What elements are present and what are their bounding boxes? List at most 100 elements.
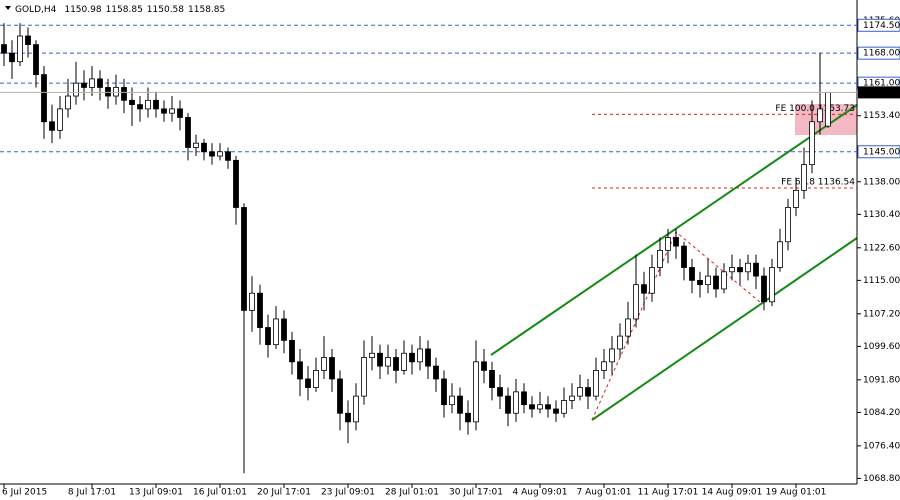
candle-body [497,387,503,397]
candle-body [281,318,287,341]
candle-body [425,348,431,367]
candle-body [697,279,703,286]
candle-body [257,292,263,328]
candle-body [113,87,119,97]
x-tick-label: 28 Jul 01:01 [385,488,439,498]
candle-body [145,99,151,110]
candle-body [521,391,527,406]
candle-body [177,108,183,118]
candle-body [809,121,815,166]
candle-body [241,207,247,311]
x-tick-label: 16 Jul 01:01 [193,488,247,498]
candle-body [649,267,655,294]
y-tick-label: 1153.40 [863,111,900,121]
price-label: 1174.50 [863,21,900,31]
candle-body [769,267,775,303]
y-tick-label: 1076.40 [863,441,900,451]
x-tick-label: 30 Jul 17:01 [449,488,503,498]
candle-body [449,395,455,406]
candle-body [353,395,359,423]
candle-body [361,357,367,397]
candle-body [201,142,207,153]
x-tick-label: 13 Jul 09:01 [129,488,183,498]
channel-upper [490,104,858,356]
candle-body [369,352,375,358]
candle-body [137,104,143,110]
candle-body [473,361,479,423]
candle-body [1,44,7,54]
candle-body [713,275,719,290]
candle-body [817,108,823,123]
candle-body [97,78,103,88]
header: GOLD,H4 1150.98 1158.85 1150.58 1158.85 [15,5,225,15]
candle-body [313,369,319,388]
candle-body [209,151,215,157]
candle-body [441,378,447,406]
price-label: 1168.00 [863,49,900,59]
candle-body [577,387,583,397]
candle-body [489,369,495,388]
candle-body [153,99,159,110]
candle-body [297,361,303,380]
candle-body [537,404,543,410]
x-tick-label: 20 Jul 17:01 [257,488,311,498]
candle-body [561,400,567,414]
candle-body [105,87,111,97]
candle-body [625,318,631,337]
candle-body [593,369,599,397]
candle-body [601,361,607,371]
candle-body [393,357,399,371]
candle-body [457,395,463,414]
candle-body [513,391,519,414]
candle-body [673,237,679,247]
y-tick-label: 1091.80 [863,375,900,385]
candle-body [193,142,199,148]
candle-body [385,357,391,367]
menu-arrow [5,6,11,10]
header-value: 1158.85 [106,5,143,15]
candle-body [609,348,615,363]
symbol: GOLD,H4 [15,5,57,15]
candle-body [569,395,575,401]
candle-body [89,78,95,88]
candle-body [265,327,271,346]
candle-body [57,108,63,131]
header-value: 1150.98 [64,5,101,15]
candle-body [745,262,751,273]
candle-body [129,99,135,106]
y-tick-label: 1068.80 [863,474,900,484]
candle-body [233,159,239,208]
candle-body [41,74,47,123]
candle-body [585,387,591,397]
fib-label: FE 100.0 1153.73 [775,104,855,114]
candle-body [465,412,471,423]
price-label-box [857,18,900,32]
candle-body [73,82,79,97]
candle-body [249,292,255,311]
x-tick-label: 23 Jul 09:01 [321,488,375,498]
candle-body [289,339,295,363]
y-tick-label: 1138.00 [863,177,900,187]
y-tick-label: 1099.60 [863,342,900,352]
current-price-box [858,86,900,99]
candle-body [225,151,231,161]
candle-body [185,117,191,148]
candle-body [409,352,415,363]
candle-body [689,267,695,281]
candle-body [273,318,279,346]
candle-body [49,121,55,131]
candle-body [9,52,15,63]
y-tick-label: 1107.20 [863,309,900,319]
candle-body [481,361,487,371]
candle-body [417,348,423,363]
x-tick-label: 6 Jul 2015 [2,488,47,498]
fib-label: FE 61.8 1136.54 [781,178,855,188]
candle-body [169,108,175,114]
price-label: 1145.00 [863,147,900,157]
candle-body [377,352,383,367]
x-tick-label: 11 Aug 17:01 [638,488,699,498]
price-label: 1161.00 [863,79,900,89]
candle-body [545,404,551,410]
